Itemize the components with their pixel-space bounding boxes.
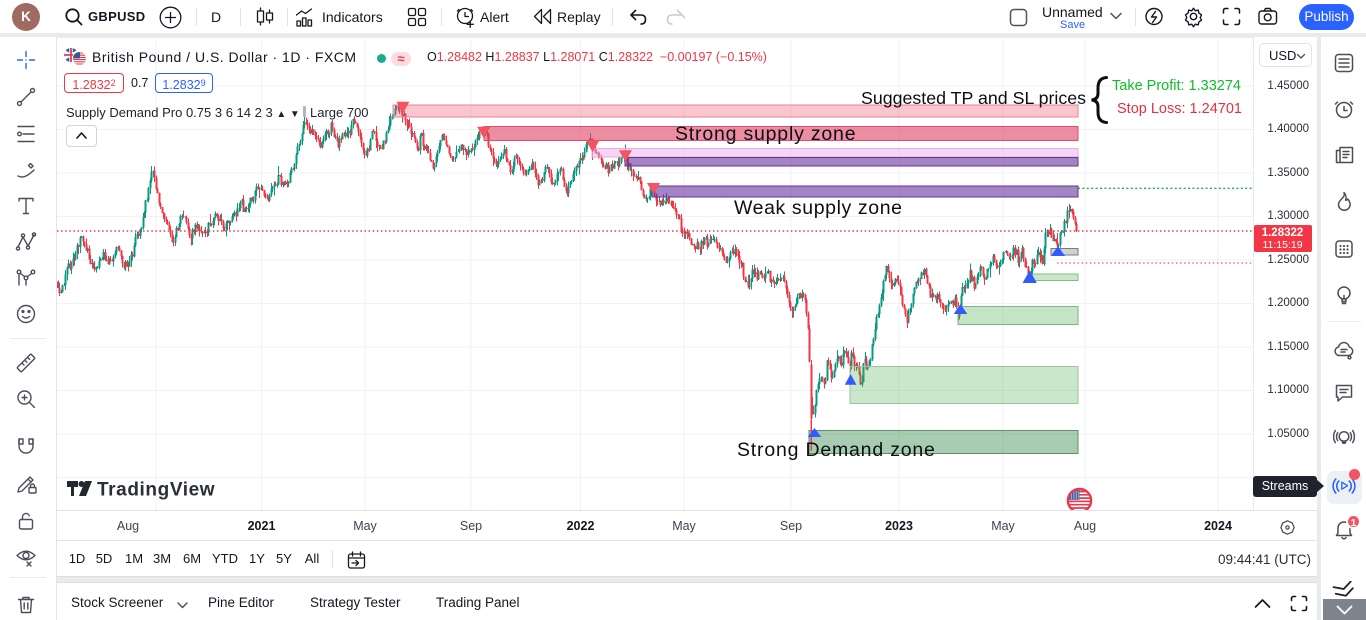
svg-text:TradingView: TradingView	[97, 480, 215, 501]
